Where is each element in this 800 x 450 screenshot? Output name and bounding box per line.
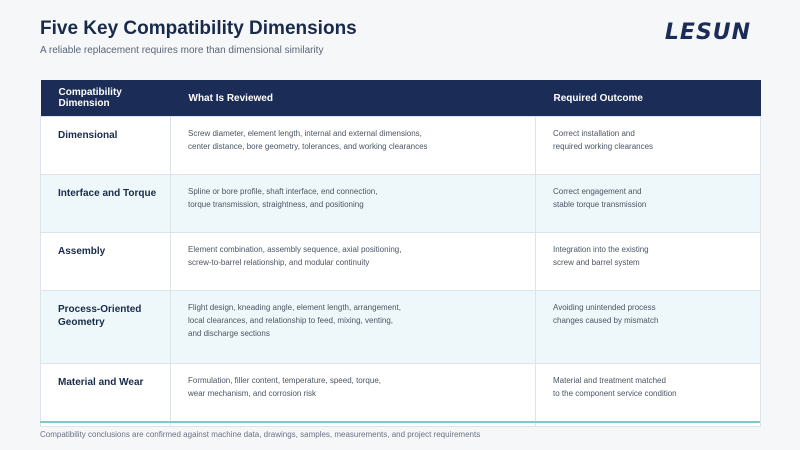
outcome-cell: Correct engagement and stable torque tra… [535,174,761,233]
cell-line: Spline or bore profile, shaft interface,… [188,187,378,196]
cell-line: wear mechanism, and corrosion risk [188,389,317,398]
dimension-cell: Process-Oriented Geometry [40,290,171,364]
page-subtitle: A reliable replacement requires more tha… [40,45,324,56]
footnote: Compatibility conclusions are confirmed … [40,430,481,439]
table-row: Assembly Element combination, assembly s… [40,232,761,291]
table-row: Material and Wear Formulation, filler co… [40,363,761,427]
cell-line: Geometry [58,317,105,328]
cell-line: Formulation, filler content, temperature… [188,376,381,385]
cell-line: Correct engagement and [553,187,642,196]
lesun-logo: LESUN [665,20,751,44]
cell-line: Avoiding unintended process [553,303,656,312]
reviewed-cell: Element combination, assembly sequence, … [170,232,536,291]
column-header-reviewed: What Is Reviewed [170,80,536,117]
table-header-row: Compatibility Dimension What Is Reviewed… [40,80,761,117]
column-header-outcome: Required Outcome [535,80,761,117]
reviewed-cell: Screw diameter, element length, internal… [170,116,536,175]
cell-line: screw and barrel system [553,258,640,267]
outcome-cell: Integration into the existing screw and … [535,232,761,291]
table-row: Process-Oriented Geometry Flight design,… [40,290,761,364]
cell-line: Integration into the existing [553,245,649,254]
cell-line: Screw diameter, element length, internal… [188,129,422,138]
cell-line: center distance, bore geometry, toleranc… [188,142,428,151]
reviewed-cell: Flight design, kneading angle, element l… [170,290,536,364]
outcome-cell: Correct installation and required workin… [535,116,761,175]
page-title: Five Key Compatibility Dimensions [40,18,357,39]
reviewed-cell: Formulation, filler content, temperature… [170,363,536,427]
dimension-cell: Dimensional [40,116,171,175]
cell-line: torque transmission, straightness, and p… [188,200,364,209]
compatibility-table: Compatibility Dimension What Is Reviewed… [40,80,761,427]
cell-line: required working clearances [553,142,654,151]
dimension-cell: Interface and Torque [40,174,171,233]
logo-text: LESUN [665,20,751,44]
cell-line: to the component service condition [553,389,677,398]
cell-line: Process-Oriented [58,304,142,315]
cell-line: stable torque transmission [553,200,647,209]
cell-line: local clearances, and relationship to fe… [188,316,394,325]
cell-line: screw-to-barrel relationship, and modula… [188,258,370,267]
column-header-dimension: Compatibility Dimension [40,80,171,117]
dimension-cell: Material and Wear [40,363,171,427]
table-row: Dimensional Screw diameter, element leng… [40,116,761,175]
table-row: Interface and Torque Spline or bore prof… [40,174,761,233]
cell-line: Element combination, assembly sequence, … [188,245,402,254]
cell-line: Correct installation and [553,129,635,138]
dimension-cell: Assembly [40,232,171,291]
footer-divider [40,421,760,423]
cell-line: Material and treatment matched [553,376,666,385]
reviewed-cell: Spline or bore profile, shaft interface,… [170,174,536,233]
cell-line: and discharge sections [188,329,270,338]
cell-line: Flight design, kneading angle, element l… [188,303,402,312]
outcome-cell: Avoiding unintended process changes caus… [535,290,761,364]
outcome-cell: Material and treatment matched to the co… [535,363,761,427]
cell-line: changes caused by mismatch [553,316,659,325]
